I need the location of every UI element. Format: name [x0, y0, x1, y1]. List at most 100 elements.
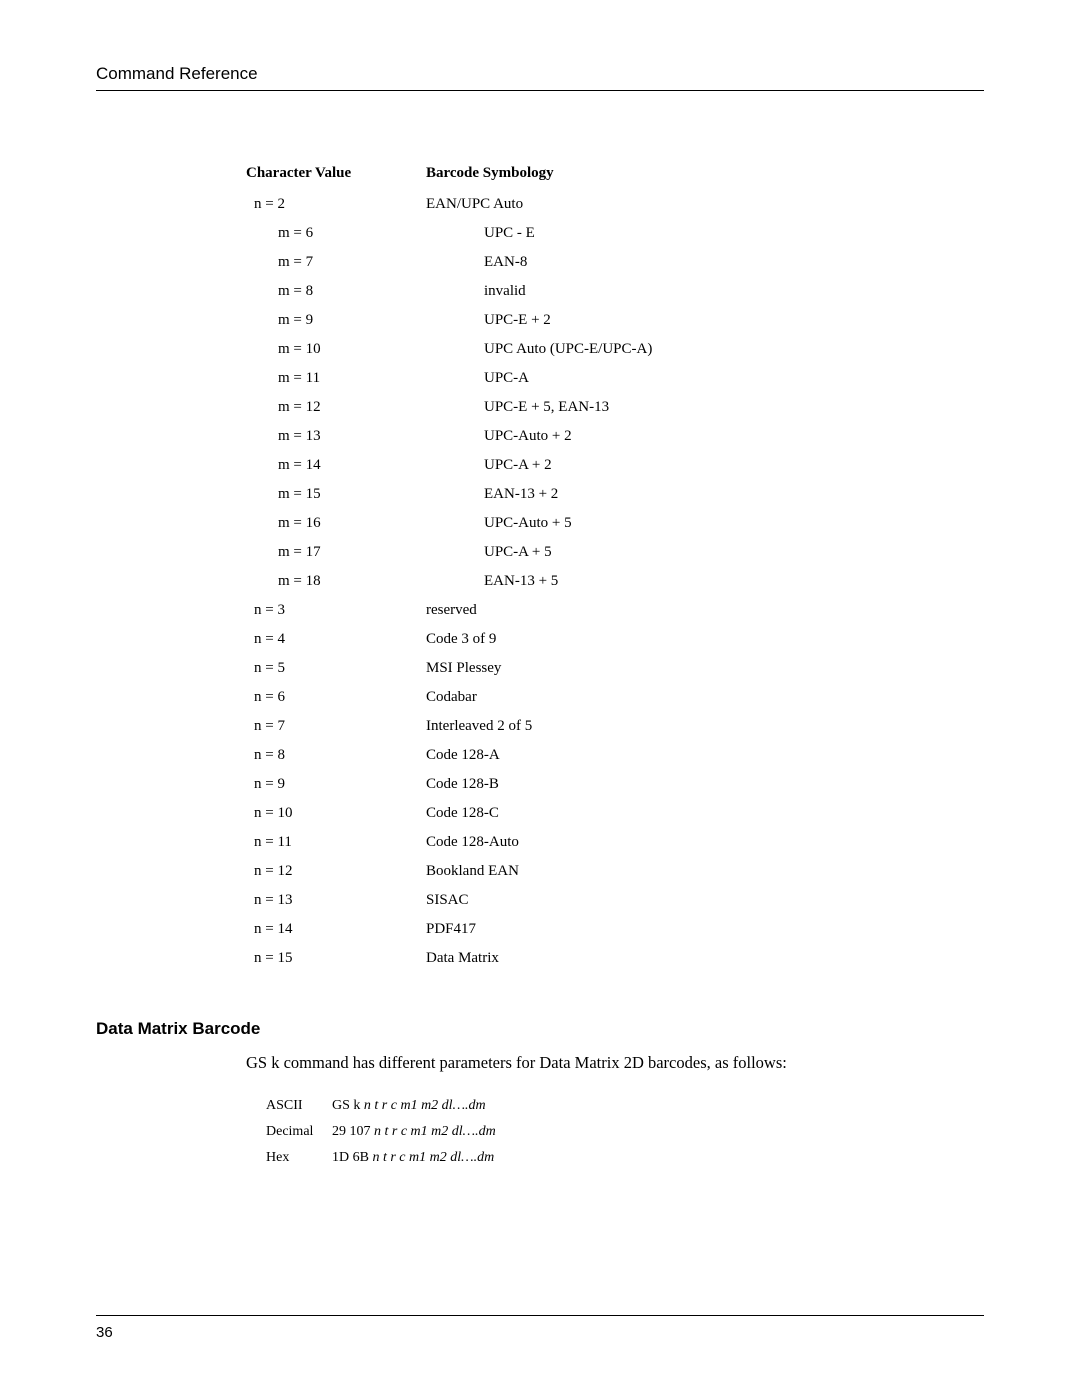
- table-row: m = 8 invalid: [246, 277, 662, 306]
- symbology-cell: EAN-13 + 5: [426, 567, 662, 596]
- code-row: Decimal29 107 n t r c m1 m2 dl….dm: [266, 1119, 512, 1145]
- table-row: m = 9 UPC-E + 2: [246, 306, 662, 335]
- table-row: m = 11 UPC-A: [246, 364, 662, 393]
- symbology-cell: Code 3 of 9: [426, 625, 662, 654]
- symbology-value: EAN-13 + 5: [426, 573, 558, 590]
- char-value: m = 6: [246, 225, 313, 242]
- char-value: m = 12: [246, 399, 321, 416]
- symbology-cell: Bookland EAN: [426, 857, 662, 886]
- barcode-symbology-table: Character Value Barcode Symbology n = 2E…: [246, 161, 662, 973]
- char-value: n = 11: [246, 834, 292, 851]
- symbology-value: Code 128-Auto: [426, 834, 519, 851]
- symbology-value: Interleaved 2 of 5: [426, 718, 532, 735]
- symbology-value: SISAC: [426, 892, 469, 909]
- char-value: n = 12: [246, 863, 292, 880]
- main-content: Character Value Barcode Symbology n = 2E…: [96, 161, 984, 973]
- symbology-value: EAN-8: [426, 254, 527, 271]
- code-params: n t r c m1 m2 dl….dm: [364, 1098, 486, 1113]
- symbology-value: Code 128-A: [426, 747, 500, 764]
- table-row: n = 3 reserved: [246, 596, 662, 625]
- char-value-cell: n = 11: [246, 828, 426, 857]
- char-value: n = 6: [246, 689, 285, 706]
- char-value-cell: n = 8: [246, 741, 426, 770]
- symbology-value: UPC-A + 2: [426, 457, 552, 474]
- char-value: n = 4: [246, 631, 285, 648]
- code-value: GS k n t r c m1 m2 dl….dm: [332, 1093, 512, 1119]
- code-params: n t r c m1 m2 dl….dm: [374, 1124, 496, 1139]
- table-row: m = 6 UPC - E: [246, 219, 662, 248]
- table-row: n = 10 Code 128-C: [246, 799, 662, 828]
- char-value: m = 9: [246, 312, 313, 329]
- char-value: m = 7: [246, 254, 313, 271]
- code-row: Hex1D 6B n t r c m1 m2 dl….dm: [266, 1145, 512, 1171]
- symbology-value: EAN/UPC Auto: [426, 196, 523, 213]
- table-row: n = 12 Bookland EAN: [246, 857, 662, 886]
- section-intro: GS k command has different parameters fo…: [96, 1053, 984, 1073]
- char-value: m = 13: [246, 428, 321, 445]
- symbology-value: Code 3 of 9: [426, 631, 496, 648]
- table-row: n = 7Interleaved 2 of 5: [246, 712, 662, 741]
- char-value: m = 17: [246, 544, 321, 561]
- char-value-cell: m = 18: [246, 567, 426, 596]
- code-prefix: 1D 6B: [332, 1150, 372, 1165]
- table-row: m = 13 UPC-Auto + 2: [246, 422, 662, 451]
- char-value: n = 3: [246, 602, 285, 619]
- symbology-value: UPC - E: [426, 225, 535, 242]
- code-value: 1D 6B n t r c m1 m2 dl….dm: [332, 1145, 512, 1171]
- table-row: m = 7 EAN-8: [246, 248, 662, 277]
- symbology-value: Codabar: [426, 689, 477, 706]
- symbology-cell: UPC-A: [426, 364, 662, 393]
- symbology-cell: MSI Plessey: [426, 654, 662, 683]
- symbology-value: invalid: [426, 283, 526, 300]
- char-value: m = 11: [246, 370, 320, 387]
- char-value-cell: n = 7: [246, 712, 426, 741]
- char-value: n = 10: [246, 805, 292, 822]
- char-value-cell: n = 2: [246, 190, 426, 219]
- char-value-cell: n = 14: [246, 915, 426, 944]
- symbology-cell: UPC-A + 2: [426, 451, 662, 480]
- page-number: 36: [96, 1324, 113, 1341]
- symbology-value: UPC Auto (UPC-E/UPC-A): [426, 341, 652, 358]
- char-value-cell: n = 15: [246, 944, 426, 973]
- symbology-cell: UPC-E + 5, EAN-13: [426, 393, 662, 422]
- char-value: m = 16: [246, 515, 321, 532]
- code-label: Hex: [266, 1145, 332, 1171]
- code-label: ASCII: [266, 1093, 332, 1119]
- symbology-cell: Code 128-A: [426, 741, 662, 770]
- char-value: n = 8: [246, 747, 285, 764]
- symbology-cell: UPC-E + 2: [426, 306, 662, 335]
- char-value-cell: m = 6: [246, 219, 426, 248]
- char-value: m = 15: [246, 486, 321, 503]
- char-value-cell: m = 8: [246, 277, 426, 306]
- char-value-cell: n = 13: [246, 886, 426, 915]
- char-value: n = 14: [246, 921, 292, 938]
- char-value-cell: n = 10: [246, 799, 426, 828]
- table-row: m = 15EAN-13 + 2: [246, 480, 662, 509]
- char-value-cell: n = 5: [246, 654, 426, 683]
- char-value: n = 9: [246, 776, 285, 793]
- symbology-value: UPC-Auto + 2: [426, 428, 572, 445]
- symbology-value: Code 128-C: [426, 805, 499, 822]
- symbology-value: UPC-Auto + 5: [426, 515, 572, 532]
- symbology-value: UPC-A + 5: [426, 544, 552, 561]
- symbology-value: UPC-E + 5, EAN-13: [426, 399, 609, 416]
- symbology-cell: reserved: [426, 596, 662, 625]
- symbology-cell: UPC Auto (UPC-E/UPC-A): [426, 335, 662, 364]
- symbology-cell: PDF417: [426, 915, 662, 944]
- char-value: n = 5: [246, 660, 285, 677]
- table-row: n = 4 Code 3 of 9: [246, 625, 662, 654]
- symbology-cell: Interleaved 2 of 5: [426, 712, 662, 741]
- symbology-value: UPC-A: [426, 370, 529, 387]
- symbology-cell: EAN/UPC Auto: [426, 190, 662, 219]
- char-value-cell: n = 12: [246, 857, 426, 886]
- char-value-cell: n = 3: [246, 596, 426, 625]
- char-value-cell: m = 15: [246, 480, 426, 509]
- command-format-table: ASCIIGS k n t r c m1 m2 dl….dmDecimal29 …: [266, 1093, 512, 1171]
- code-params: n t r c m1 m2 dl….dm: [372, 1150, 494, 1165]
- char-value-cell: m = 17: [246, 538, 426, 567]
- symbology-cell: UPC-Auto + 2: [426, 422, 662, 451]
- table-row: m = 10UPC Auto (UPC-E/UPC-A): [246, 335, 662, 364]
- symbology-value: UPC-E + 2: [426, 312, 551, 329]
- char-value: m = 8: [246, 283, 313, 300]
- symbology-cell: UPC-A + 5: [426, 538, 662, 567]
